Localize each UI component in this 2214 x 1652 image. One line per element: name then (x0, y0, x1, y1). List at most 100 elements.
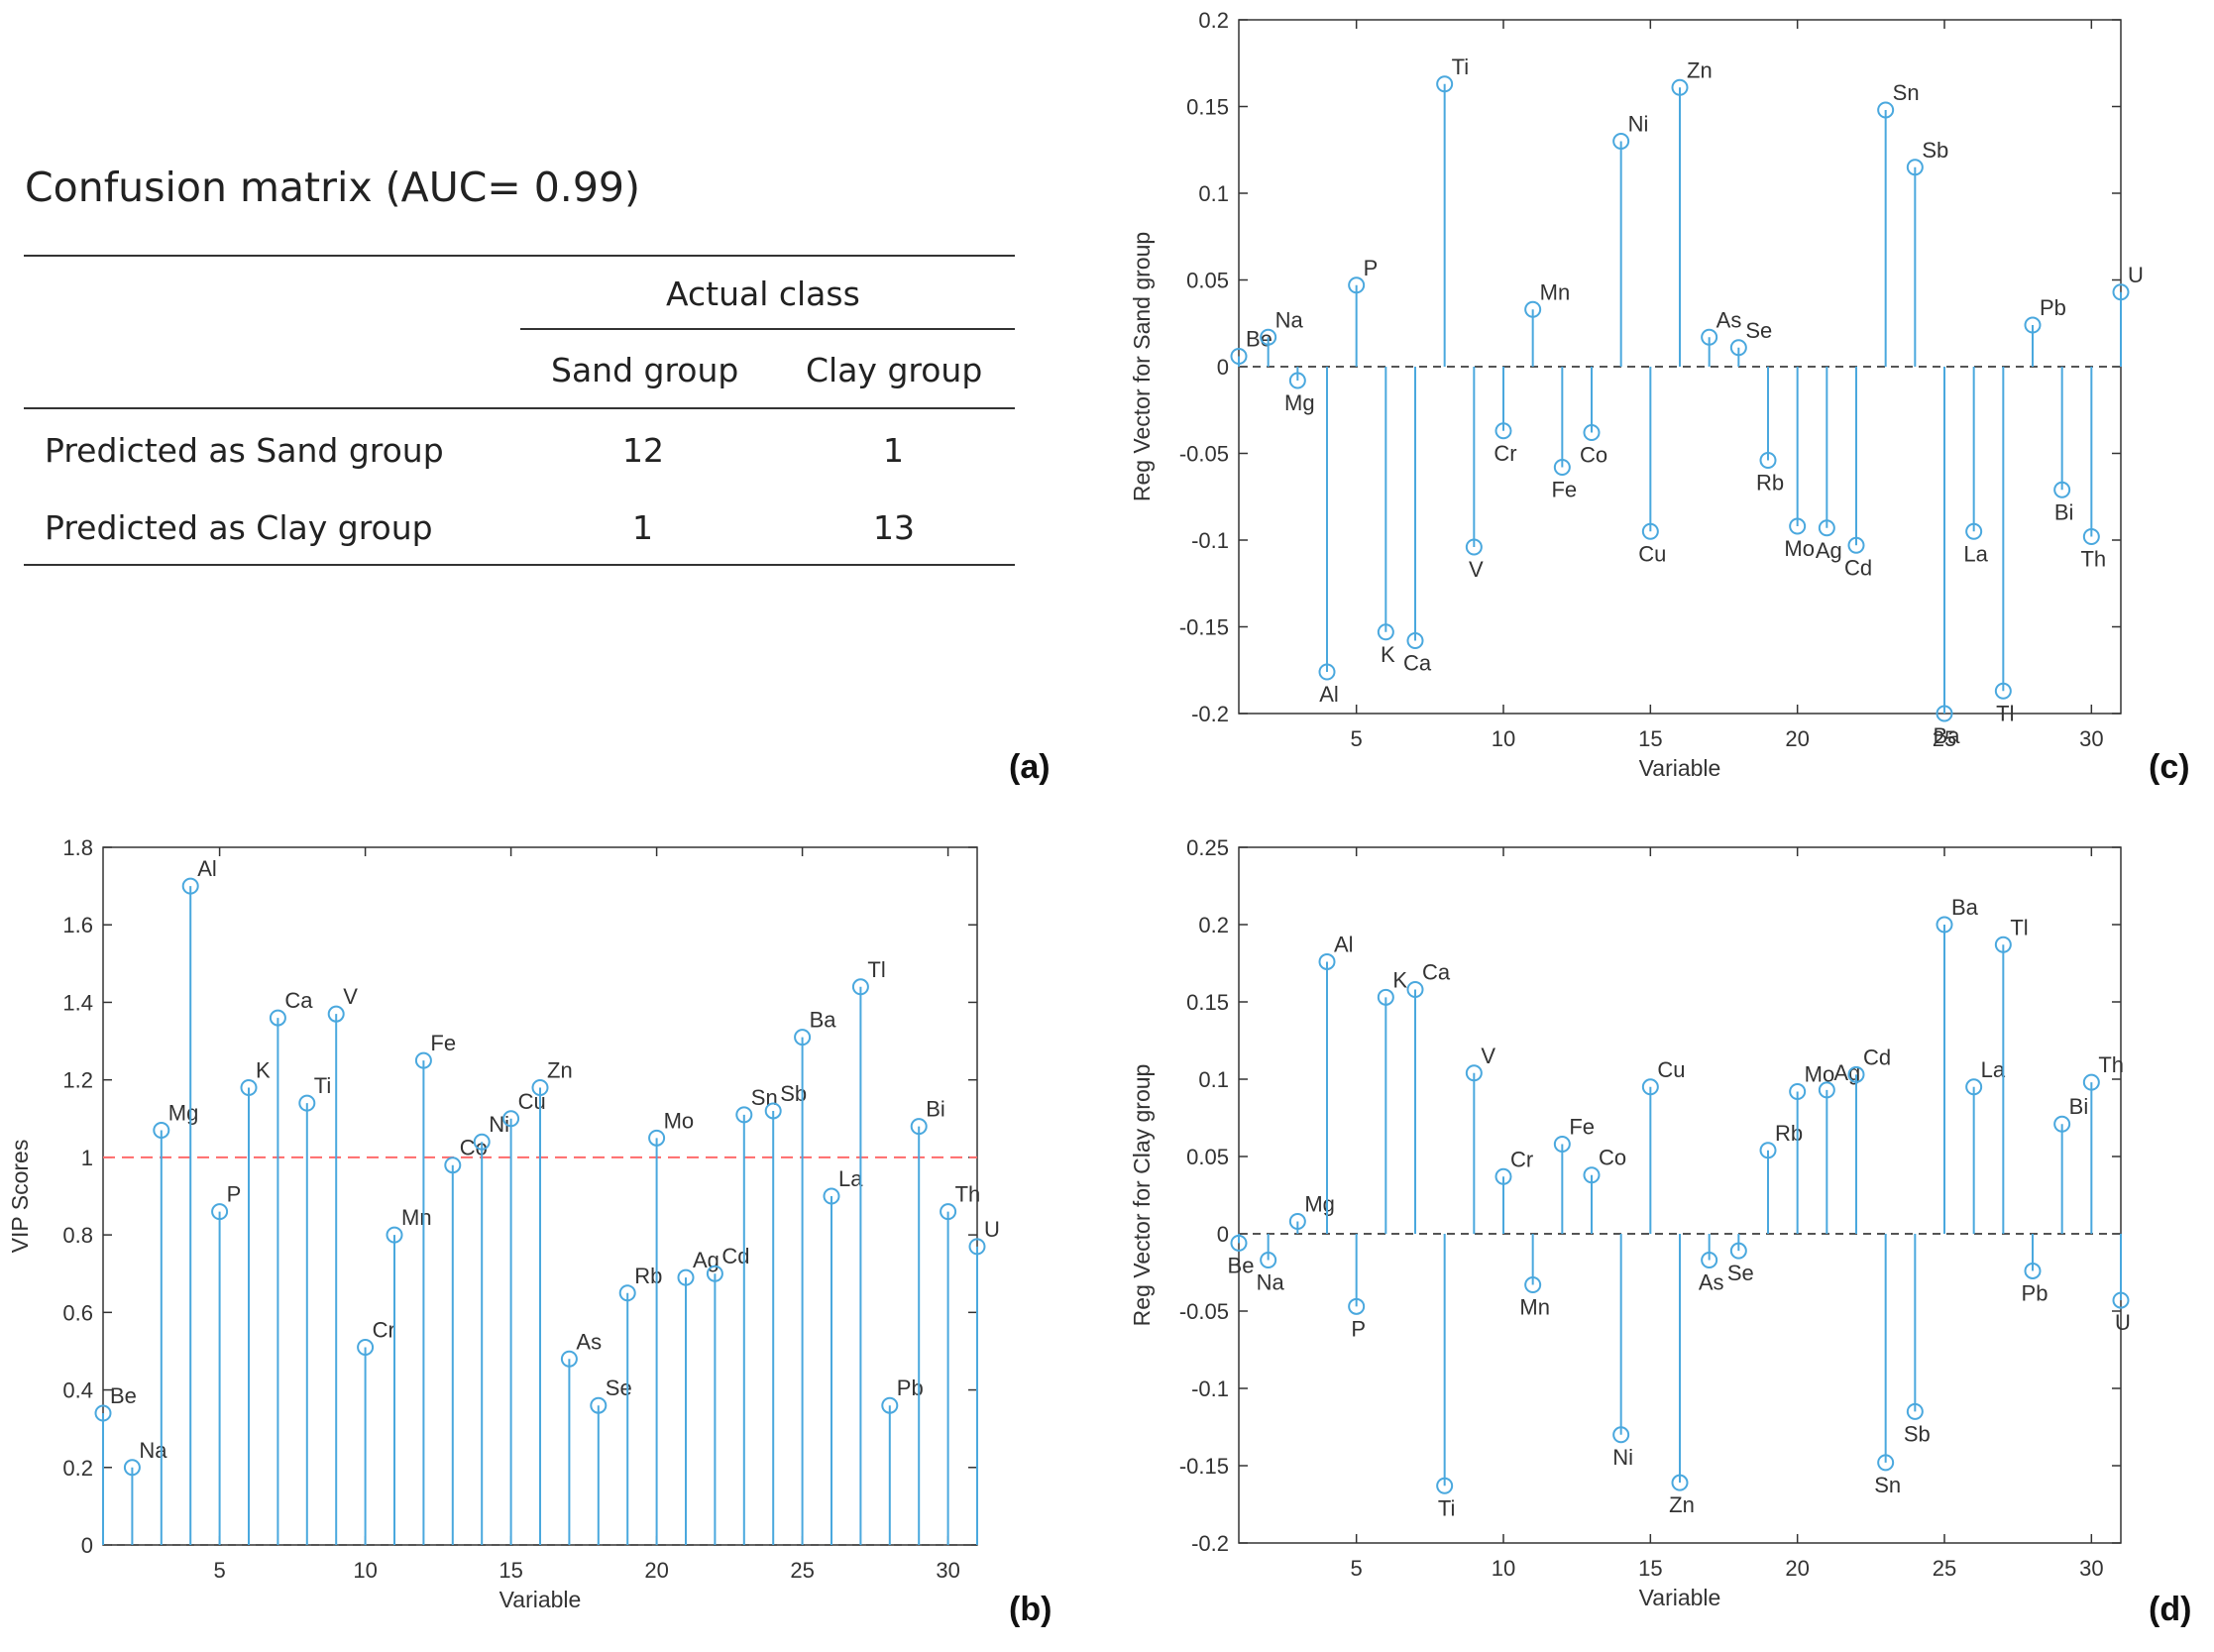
element-label: Bi (926, 1097, 945, 1122)
element-label: Bi (2069, 1094, 2089, 1119)
element-label: Ca (1422, 960, 1451, 985)
stem-marker (1612, 1426, 1630, 1444)
stem-marker (153, 1122, 170, 1140)
stem-marker (1318, 952, 1336, 970)
y-tick-label: 0 (1217, 355, 1229, 380)
stem-marker (1729, 339, 1747, 357)
stem-marker (1436, 75, 1454, 93)
y-tick-label: -0.15 (1179, 1454, 1229, 1479)
stem-marker (1701, 1252, 1718, 1269)
stem-marker (794, 1029, 812, 1046)
element-label: Co (1580, 443, 1607, 468)
stem-marker (1318, 663, 1336, 681)
element-label: Ni (1612, 1445, 1633, 1470)
panel-label-c: (c) (2149, 748, 2190, 786)
y-tick-label: -0.15 (1179, 615, 1229, 640)
stem-marker (2112, 283, 2130, 301)
stem-marker (1406, 981, 1424, 999)
element-label: Co (460, 1136, 488, 1160)
element-label: Ni (1628, 112, 1649, 137)
stem-marker (327, 1005, 345, 1023)
y-tick-label: 0.15 (1186, 990, 1229, 1015)
stem-marker (677, 1268, 695, 1286)
y-tick-label: 1.4 (62, 990, 93, 1015)
element-label: Sb (1922, 138, 1948, 163)
element-label: Th (2080, 547, 2106, 572)
element-label: Al (197, 856, 217, 881)
panel-label-d: (d) (2149, 1591, 2192, 1628)
element-label: Al (1319, 682, 1339, 707)
y-tick-label: 1 (81, 1146, 93, 1170)
element-label: Sn (751, 1085, 778, 1110)
row-label-clay: Predicted as Clay group (45, 508, 433, 547)
group-header-rule (520, 328, 1015, 330)
stem-marker (1612, 133, 1630, 150)
stem-marker (968, 1238, 986, 1256)
stem-marker (1759, 452, 1777, 469)
y-tick-label: -0.2 (1191, 702, 1229, 726)
x-tick-label: 30 (936, 1558, 959, 1583)
element-label: V (1481, 1044, 1495, 1068)
stem-marker (2024, 1262, 2042, 1279)
element-label: Mn (1519, 1294, 1550, 1319)
stem-marker (2082, 528, 2100, 545)
x-tick-label: 20 (644, 1558, 668, 1583)
element-label: La (838, 1166, 863, 1191)
element-label: Mn (401, 1205, 432, 1230)
stem-marker (1789, 1082, 1807, 1100)
stem-marker (2082, 1073, 2100, 1091)
table-top-rule (24, 255, 1015, 257)
element-label: Sn (1874, 1473, 1901, 1497)
element-label: Tl (867, 957, 885, 982)
table-header-rule (24, 407, 1015, 409)
element-label: Tl (1996, 701, 2014, 725)
element-label: Rb (634, 1264, 662, 1288)
element-label: Ba (1951, 895, 1979, 920)
element-label: Mg (168, 1101, 199, 1126)
element-label: Zn (547, 1057, 573, 1082)
element-label: Zn (1687, 57, 1713, 82)
element-label: Bi (2054, 499, 2074, 524)
stem-marker (940, 1203, 957, 1221)
stem-marker (444, 1156, 462, 1174)
stem-marker (1701, 328, 1718, 346)
stem-marker (1789, 517, 1807, 535)
element-label: Pb (2022, 1280, 2048, 1305)
stem-marker (1877, 1454, 1895, 1472)
y-tick-label: 0.2 (1198, 913, 1229, 937)
stem-marker (386, 1226, 403, 1244)
element-label: Ca (1403, 651, 1432, 676)
cell-clay-clay: 13 (873, 508, 915, 547)
table-bottom-rule (24, 564, 1015, 566)
element-label: Ti (1438, 1495, 1456, 1520)
stem-marker (1465, 538, 1483, 556)
stem-marker (1377, 988, 1394, 1006)
element-label: Zn (1669, 1492, 1695, 1517)
stem-marker (1230, 348, 1248, 365)
element-label: Na (139, 1438, 167, 1463)
element-label: U (2115, 1310, 2131, 1335)
stem-marker (473, 1133, 491, 1151)
y-tick-label: 1.2 (62, 1068, 93, 1093)
y-tick-label: 1.8 (62, 835, 93, 860)
element-label: Ba (1934, 723, 1961, 748)
stem-marker (1583, 1166, 1601, 1184)
stem-marker (1818, 519, 1835, 537)
cell-sand-sand: 12 (622, 431, 664, 470)
stem-marker (1406, 632, 1424, 649)
stem-marker (1936, 705, 1953, 722)
stem-marker (1348, 1297, 1366, 1315)
element-label: K (256, 1057, 271, 1082)
row-label-sand: Predicted as Sand group (45, 431, 444, 470)
y-tick-label: 0 (81, 1533, 93, 1558)
y-tick-label: -0.1 (1191, 528, 1229, 553)
element-label: P (1351, 1316, 1366, 1341)
element-label: Cu (1657, 1057, 1685, 1082)
stem-marker (1671, 1474, 1689, 1491)
stem-marker (1583, 424, 1601, 441)
y-tick-label: 1.6 (62, 913, 93, 937)
y-axis-title: Reg Vector for Sand group (1129, 232, 1155, 501)
x-tick-label: 5 (213, 1558, 225, 1583)
y-tick-label: -0.2 (1191, 1531, 1229, 1556)
stem-marker (1553, 1136, 1571, 1154)
